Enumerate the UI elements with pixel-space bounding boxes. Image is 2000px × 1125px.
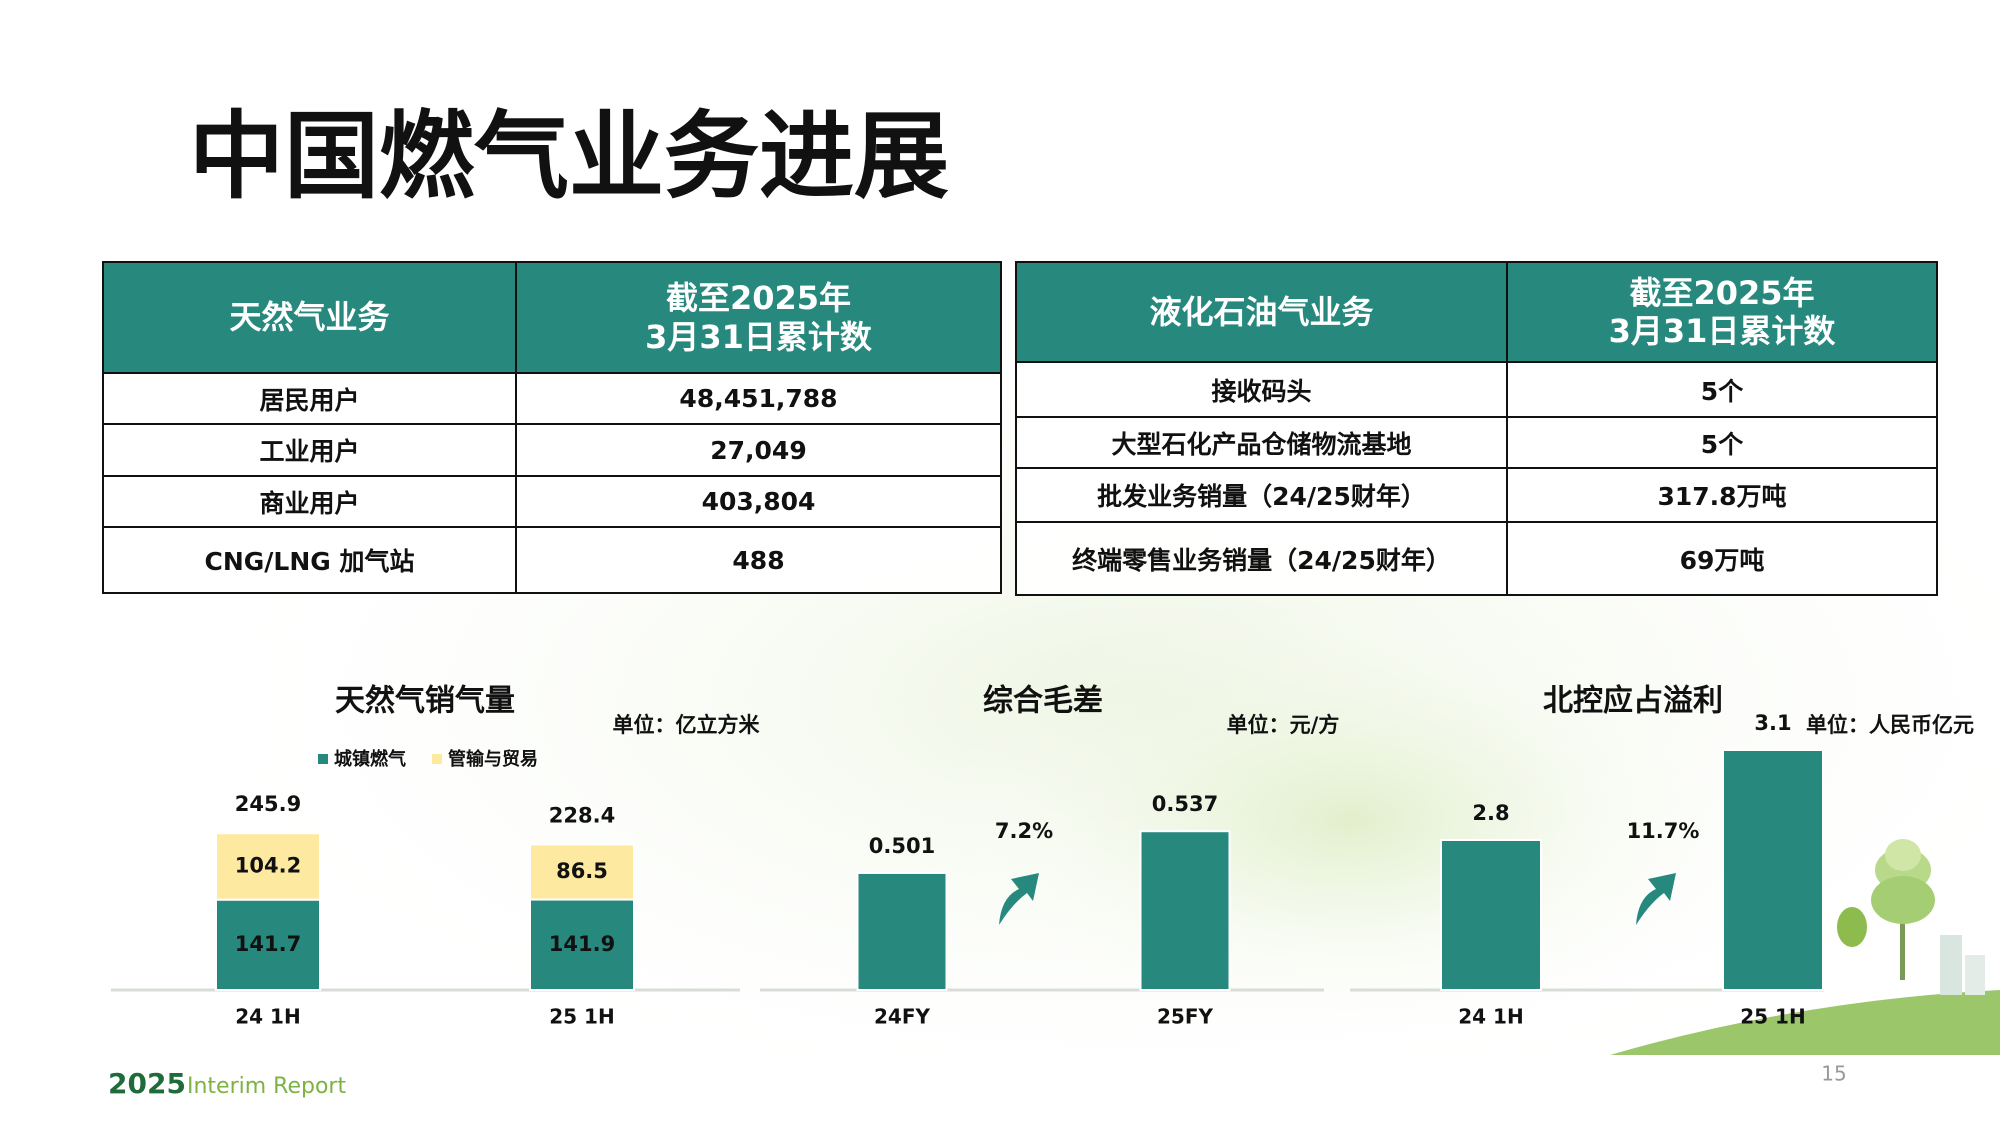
table-cell: 5个 <box>1506 416 1938 469</box>
table-cell: CNG/LNG 加气站 <box>102 526 517 594</box>
unit-label: 单位：亿立方米 <box>613 713 761 737</box>
tree <box>1871 876 1935 924</box>
chart-title: 北控应占溢利 <box>1543 684 1723 719</box>
tree <box>1837 907 1867 947</box>
table-row: CNG/LNG 加气站 488 <box>102 526 1002 594</box>
legend-swatch <box>432 754 442 764</box>
building <box>1940 935 1962 995</box>
value-label: 3.1 <box>1754 711 1791 735</box>
table-cell: 69万吨 <box>1506 521 1938 596</box>
value-label: 86.5 <box>556 859 608 883</box>
building <box>1965 955 1985 995</box>
header-row: 天然气业务 截至2025年 3月31日累计数 <box>102 261 1002 374</box>
header-cell: 液化石油气业务 <box>1015 261 1508 363</box>
data-table: 液化石油气业务 截至2025年 3月31日累计数 接收码头 5个 大型石化产品仓储物流基… <box>1015 261 1938 596</box>
hill <box>1610 990 2000 1055</box>
table-row: 居民用户 48,451,788 <box>102 372 1002 425</box>
table-row: 接收码头 5个 <box>1015 361 1938 418</box>
chart-title: 综合毛差 <box>983 684 1103 719</box>
table-cell: 488 <box>515 526 1002 594</box>
trunk <box>1900 900 1905 980</box>
trees <box>1837 839 1985 995</box>
page-title: 中国燃气业务进展 <box>189 102 949 212</box>
table-cell: 终端零售业务销量（24/25财年） <box>1015 521 1508 596</box>
bar-segment <box>529 843 635 901</box>
table-row: 批发业务销量（24/25财年） 317.8万吨 <box>1015 467 1938 523</box>
growth-label: 7.2% <box>995 819 1053 843</box>
table-cell: 接收码头 <box>1015 361 1508 418</box>
table-cell: 批发业务销量（24/25财年） <box>1015 467 1508 523</box>
footer-band <box>0 1055 2000 1125</box>
table-cell: 317.8万吨 <box>1506 467 1938 523</box>
table-cell: 48,451,788 <box>515 372 1002 425</box>
header-cell: 截至2025年 3月31日累计数 <box>1506 261 1938 363</box>
legend-swatch <box>318 754 328 764</box>
table-cell: 工业用户 <box>102 423 517 477</box>
legend-label: 城镇燃气 <box>334 748 406 770</box>
table-row: 工业用户 27,049 <box>102 423 1002 477</box>
table-cell: 5个 <box>1506 361 1938 418</box>
x-tick-label: 24 1H <box>235 1005 300 1029</box>
table-row: 商业用户 403,804 <box>102 475 1002 528</box>
data-table: 天然气业务 截至2025年 3月31日累计数 居民用户 48,451,788 工业用户 2… <box>102 261 1002 594</box>
table-cell: 27,049 <box>515 423 1002 477</box>
x-tick-label: 25 1H <box>549 1005 614 1029</box>
value-label: 141.9 <box>549 932 615 956</box>
bar <box>856 871 948 992</box>
bar-segment <box>215 832 321 901</box>
trend-arrow <box>999 873 1039 925</box>
table-cell: 商业用户 <box>102 475 517 528</box>
x-tick-label: 24 1H <box>1458 1005 1523 1029</box>
table-cell: 大型石化产品仓储物流基地 <box>1015 416 1508 469</box>
bar <box>1139 830 1231 991</box>
page-number: 15 <box>1821 1062 1846 1086</box>
value-label: 0.537 <box>1152 792 1218 816</box>
chart-title: 天然气销气量 <box>335 684 515 719</box>
x-tick-label: 25FY <box>1157 1005 1213 1029</box>
header-cell: 截至2025年 3月31日累计数 <box>515 261 1002 374</box>
trend-arrow <box>1636 873 1676 925</box>
header-row: 液化石油气业务 截至2025年 3月31日累计数 <box>1015 261 1938 363</box>
x-tick-label: 25 1H <box>1740 1005 1805 1029</box>
unit-label: 单位：人民币亿元 <box>1806 713 1974 737</box>
legend-label: 管输与贸易 <box>448 748 538 770</box>
table-cell: 居民用户 <box>102 372 517 425</box>
total-label: 245.9 <box>235 792 301 816</box>
footer-report: Interim Report <box>187 1074 346 1099</box>
value-label: 104.2 <box>235 853 301 877</box>
unit-label: 单位：元/方 <box>1227 713 1340 737</box>
footer-year: 2025 <box>108 1067 186 1100</box>
header-cell: 天然气业务 <box>102 261 517 374</box>
growth-label: 11.7% <box>1627 819 1700 843</box>
table-cell: 403,804 <box>515 475 1002 528</box>
total-label: 228.4 <box>549 803 615 827</box>
value-label: 2.8 <box>1472 801 1509 825</box>
bar-segment <box>215 898 321 992</box>
table-row: 大型石化产品仓储物流基地 5个 <box>1015 416 1938 469</box>
value-label: 0.501 <box>869 834 935 858</box>
tree <box>1885 839 1921 871</box>
x-tick-label: 24FY <box>874 1005 930 1029</box>
value-label: 141.7 <box>235 932 301 956</box>
bar <box>1440 839 1542 991</box>
table-row: 终端零售业务销量（24/25财年） 69万吨 <box>1015 521 1938 596</box>
bar <box>1722 749 1824 991</box>
bar-segment <box>529 898 635 992</box>
